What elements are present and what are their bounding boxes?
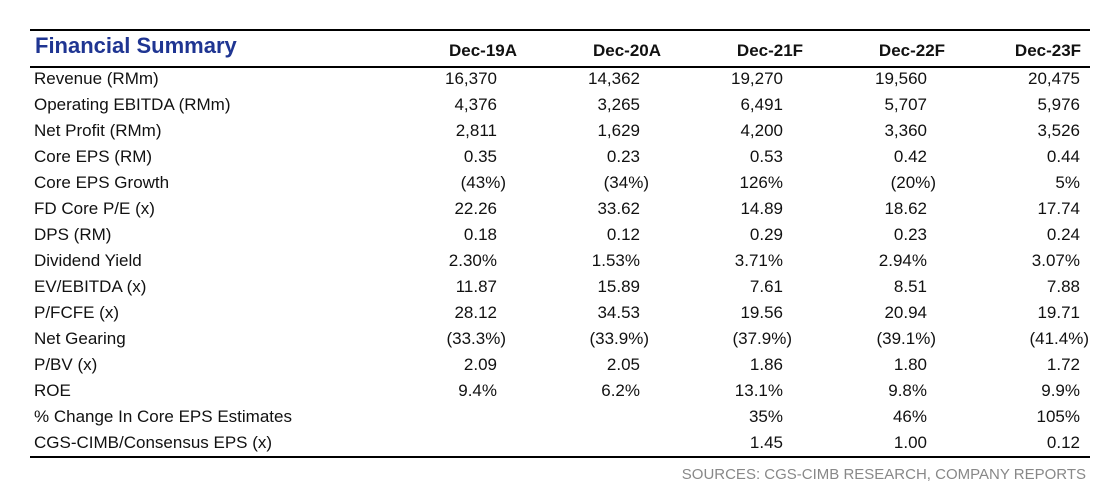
cell-value: 0.18 <box>463 225 497 244</box>
cell-value: 14.89 <box>740 199 783 218</box>
cell-value: 2,811 <box>455 121 497 140</box>
cell-value: 9.4% <box>458 381 497 400</box>
cell-value: 1.80 <box>893 355 927 374</box>
cell-value: (43%) <box>460 173 506 192</box>
cell-value: 0.12 <box>606 225 640 244</box>
cell-value: 7.61 <box>749 277 783 296</box>
cell-value: 1.72 <box>1046 355 1080 374</box>
source-note: SOURCES: CGS-CIMB RESEARCH, COMPANY REPO… <box>681 466 1086 483</box>
cell-value: 3.07% <box>1031 251 1080 270</box>
cell-value: 5,707 <box>884 95 927 114</box>
row-label: FD Core P/E (x) <box>34 199 155 218</box>
cell-value: 1.53% <box>591 251 640 270</box>
cell-value: (34%) <box>603 173 649 192</box>
cell-value: (33.3%) <box>446 329 506 348</box>
cell-value: 16,370 <box>445 69 497 88</box>
column-header: Dec-19A <box>448 41 518 60</box>
title: Financial Summary <box>35 33 237 58</box>
cell-value: 19,270 <box>731 69 783 88</box>
cell-value: (39.1%) <box>876 329 936 348</box>
row-label: P/BV (x) <box>34 355 98 374</box>
cell-value: 20.94 <box>884 303 927 322</box>
cell-value: 17.74 <box>1037 199 1080 218</box>
cell-value: 22.26 <box>454 199 497 218</box>
cell-value: 13.1% <box>734 381 783 400</box>
cell-value: 0.23 <box>606 147 640 166</box>
column-header: Dec-21F <box>736 41 804 60</box>
column-header: Dec-22F <box>878 41 946 60</box>
cell-value: 6,491 <box>740 95 783 114</box>
cell-value: 4,200 <box>740 121 783 140</box>
cell-value: (33.9%) <box>589 329 649 348</box>
column-header: Dec-20A <box>592 41 662 60</box>
row-label: CGS-CIMB/Consensus EPS (x) <box>34 433 273 452</box>
cell-value: 9.9% <box>1041 381 1080 400</box>
cell-value: 19,560 <box>875 69 927 88</box>
cell-value: 35% <box>748 407 783 426</box>
cell-value: 1.00 <box>893 433 927 452</box>
cell-value: 1.45 <box>749 433 783 452</box>
row-label: Net Profit (RMm) <box>34 121 162 140</box>
cell-value: 5% <box>1055 173 1080 192</box>
cell-value: 20,475 <box>1028 69 1080 88</box>
row-label: Net Gearing <box>34 329 126 348</box>
cell-value: 0.53 <box>749 147 783 166</box>
cell-value: 9.8% <box>888 381 927 400</box>
row-label: Dividend Yield <box>34 251 142 270</box>
cell-value: 0.12 <box>1046 433 1080 452</box>
top-rule <box>30 29 1090 31</box>
cell-value: 14,362 <box>588 69 640 88</box>
bottom-rule <box>30 456 1090 458</box>
cell-value: 3,360 <box>884 121 927 140</box>
cell-value: 11.87 <box>455 277 497 296</box>
row-label: EV/EBITDA (x) <box>34 277 147 296</box>
cell-value: 8.51 <box>893 277 927 296</box>
row-label: Core EPS (RM) <box>34 147 153 166</box>
cell-value: 0.42 <box>893 147 927 166</box>
cell-value: (41.4%) <box>1029 329 1089 348</box>
cell-value: 105% <box>1036 407 1080 426</box>
cell-value: 0.35 <box>463 147 497 166</box>
cell-value: 5,976 <box>1037 95 1080 114</box>
row-label: Core EPS Growth <box>34 173 170 192</box>
cell-value: 2.94% <box>878 251 927 270</box>
cell-value: 0.29 <box>749 225 783 244</box>
cell-value: 46% <box>892 407 927 426</box>
cell-value: 19.71 <box>1037 303 1080 322</box>
cell-value: 2.30% <box>448 251 497 270</box>
row-label: % Change In Core EPS Estimates <box>34 407 292 426</box>
cell-value: 0.24 <box>1046 225 1080 244</box>
cell-value: 28.12 <box>454 303 497 322</box>
cell-value: 19.56 <box>740 303 783 322</box>
header-rule <box>30 66 1090 68</box>
cell-value: 1,629 <box>597 121 640 140</box>
row-label: Operating EBITDA (RMm) <box>34 95 231 114</box>
cell-value: (20%) <box>890 173 936 192</box>
cell-value: 2.05 <box>606 355 640 374</box>
row-label: ROE <box>34 381 71 400</box>
cell-value: 2.09 <box>463 355 497 374</box>
cell-value: 0.23 <box>893 225 927 244</box>
cell-value: 126% <box>739 173 783 192</box>
row-label: Revenue (RMm) <box>34 69 159 88</box>
cell-value: 34.53 <box>597 303 640 322</box>
cell-value: 1.86 <box>749 355 783 374</box>
cell-value: 3.71% <box>734 251 783 270</box>
row-label: P/FCFE (x) <box>34 303 119 322</box>
cell-value: 3,265 <box>597 95 640 114</box>
cell-value: 4,376 <box>454 95 497 114</box>
cell-value: 33.62 <box>597 199 640 218</box>
cell-value: 6.2% <box>601 381 640 400</box>
cell-value: (37.9%) <box>732 329 792 348</box>
column-header: Dec-23F <box>1014 41 1082 60</box>
cell-value: 15.89 <box>597 277 640 296</box>
cell-value: 18.62 <box>884 199 927 218</box>
row-label: DPS (RM) <box>34 225 112 244</box>
cell-value: 3,526 <box>1037 121 1080 140</box>
cell-value: 0.44 <box>1046 147 1080 166</box>
cell-value: 7.88 <box>1046 277 1080 296</box>
